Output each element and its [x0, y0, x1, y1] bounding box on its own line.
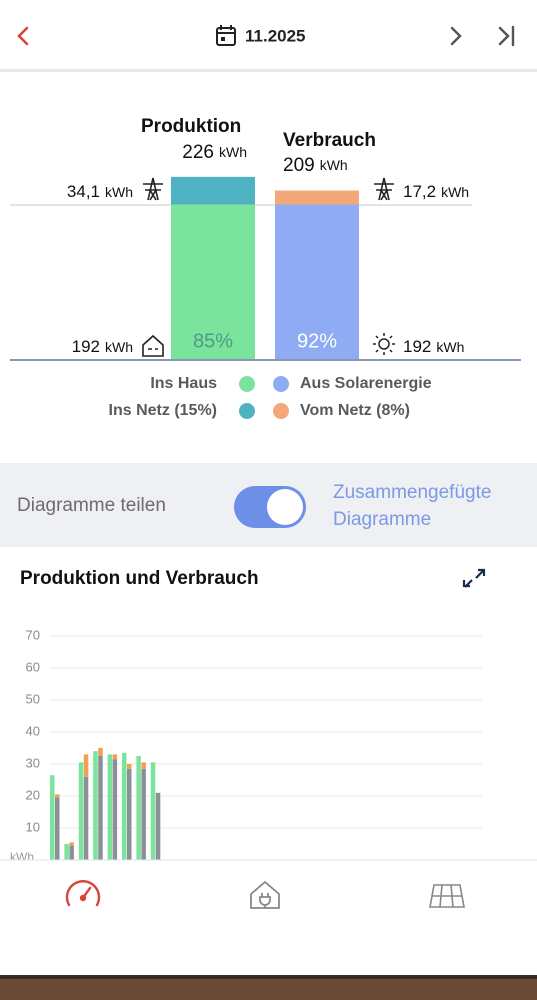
toggle-option[interactable]: Diagramme: [333, 509, 431, 530]
feed-in-label: 34,1 kWh: [67, 182, 133, 201]
bar: [127, 768, 132, 860]
toggle-switch[interactable]: [234, 486, 306, 528]
legend-swatch: [273, 403, 289, 419]
legend-label: Ins Netz (15%): [109, 402, 217, 419]
legend-label: Ins Haus: [150, 375, 217, 392]
bar: [83, 754, 89, 777]
expand-button[interactable]: [462, 568, 486, 588]
sun-icon: [373, 333, 395, 355]
toggle-option[interactable]: Zusammengefügte: [333, 482, 491, 503]
legend-label: Vom Netz (8%): [300, 402, 410, 419]
bar: [78, 762, 84, 860]
bar: [122, 752, 127, 860]
feed-in-unit: kWh: [105, 184, 133, 200]
bar: [93, 751, 98, 860]
summary-bars: 85% 92%: [171, 176, 359, 360]
production-total: 226 kWh: [182, 142, 247, 163]
consumption-total-value: 209: [283, 155, 315, 176]
bar: [55, 797, 60, 860]
bar: [155, 792, 161, 860]
tab-bar: [0, 860, 537, 976]
y-tick-label: 40: [26, 723, 40, 738]
y-tick-label: 60: [26, 659, 40, 674]
legend-label: Aus Solarenergie: [300, 375, 432, 392]
chart-title: Produktion und Verbrauch: [20, 568, 259, 589]
production-total-unit: kWh: [219, 144, 247, 160]
toggle-knob[interactable]: [267, 489, 303, 525]
calendar-icon: [216, 25, 236, 46]
bar: [127, 764, 132, 769]
summary-bar-segment: [171, 204, 255, 360]
toggle-label: Diagramme teilen: [17, 495, 166, 516]
bar: [69, 845, 74, 860]
bar: [141, 768, 146, 860]
background-strip-edge: [0, 975, 537, 979]
legend-swatch: [273, 376, 289, 392]
share-label: 92%: [297, 330, 337, 352]
last-button[interactable]: [498, 25, 515, 47]
bar: [98, 748, 103, 756]
tab-dashboard[interactable]: [65, 880, 101, 907]
bar: [55, 794, 60, 798]
solar-label: 192 kWh: [403, 337, 464, 356]
legend-swatch: [239, 403, 255, 419]
tab-house[interactable]: [250, 880, 280, 909]
grid-draw-unit: kWh: [441, 184, 469, 200]
bar: [150, 762, 156, 860]
house-value: 192: [72, 337, 100, 356]
feed-in-value: 34,1: [67, 182, 100, 201]
grid-draw-value: 17,2: [403, 182, 436, 201]
bar: [112, 759, 118, 860]
consumption-total: 209 kWh: [283, 155, 348, 176]
bar: [107, 754, 113, 860]
y-tick-label: 50: [26, 691, 40, 706]
bar: [141, 762, 146, 769]
solar-unit: kWh: [436, 339, 464, 355]
y-tick-label: 10: [26, 819, 40, 834]
grid-draw-label: 17,2 kWh: [403, 182, 469, 201]
bar: [136, 756, 141, 860]
solar-value: 192: [403, 337, 431, 356]
back-button[interactable]: [17, 26, 29, 46]
bar: [64, 844, 69, 860]
summary-bar-segment: [171, 176, 255, 205]
pylon-icon: [374, 177, 394, 201]
bar: [112, 754, 118, 760]
share-label: 85%: [193, 330, 233, 352]
chart: 10 20 30 40 50 60 70: [26, 627, 482, 860]
pylon-icon: [143, 177, 163, 201]
production-label: Produktion: [141, 116, 241, 137]
y-tick-label: 30: [26, 755, 40, 770]
bar: [98, 756, 103, 860]
tab-solar[interactable]: [429, 884, 465, 908]
house-icon: [142, 334, 164, 357]
bar: [50, 775, 55, 860]
next-button[interactable]: [450, 26, 462, 46]
consumption-label: Verbrauch: [283, 130, 376, 151]
house-label: 192 kWh: [72, 337, 133, 356]
bar: [83, 776, 89, 860]
period-title: 11.2025: [245, 26, 306, 45]
legend: Ins Haus Aus Solarenergie Ins Netz (15%) Vo…: [109, 375, 432, 419]
house-unit: kWh: [105, 339, 133, 355]
legend-swatch: [239, 376, 255, 392]
header-divider: [0, 69, 537, 72]
bar: [69, 842, 74, 846]
production-total-value: 226: [182, 142, 214, 163]
summary-bar-segment: [275, 204, 359, 360]
y-tick-label: 20: [26, 787, 40, 802]
background-strip: [0, 975, 537, 1000]
y-tick-label: 70: [26, 627, 40, 642]
summary-bar-segment: [275, 190, 359, 205]
consumption-total-unit: kWh: [320, 157, 348, 173]
